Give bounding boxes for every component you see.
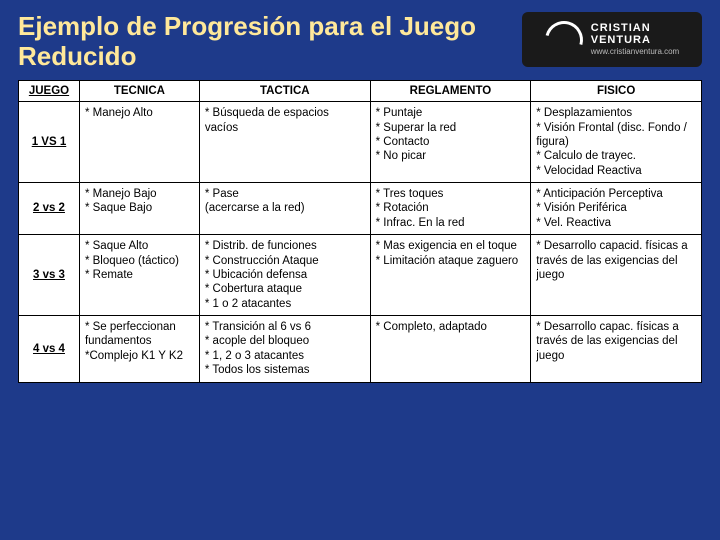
- table-header-row: JUEGO TECNICA TACTICA REGLAMENTO FISICO: [19, 80, 702, 101]
- cell-tecnica: * Manejo Alto: [79, 102, 199, 183]
- table-row: 2 vs 2 * Manejo Bajo * Saque Bajo * Pase…: [19, 183, 702, 235]
- col-juego: JUEGO: [19, 80, 80, 101]
- progression-table: JUEGO TECNICA TACTICA REGLAMENTO FISICO …: [18, 80, 702, 383]
- cell-reglamento: * Tres toques * Rotación * Infrac. En la…: [370, 183, 531, 235]
- cell-tactica: * Distrib. de funciones * Construcción A…: [199, 235, 370, 316]
- row-label: 3 vs 3: [19, 235, 80, 316]
- cell-tactica: * Transición al 6 vs 6 * acople del bloq…: [199, 316, 370, 383]
- cell-fisico: * Anticipación Perceptiva * Visión Perif…: [531, 183, 702, 235]
- table-row: 1 VS 1 * Manejo Alto * Búsqueda de espac…: [19, 102, 702, 183]
- logo: CRISTIAN VENTURA www.cristianventura.com: [522, 12, 702, 67]
- cell-tactica: * Búsqueda de espacios vacíos: [199, 102, 370, 183]
- cell-fisico: * Desarrollo capacid. físicas a través d…: [531, 235, 702, 316]
- cell-reglamento: * Completo, adaptado: [370, 316, 531, 383]
- cell-tecnica: * Se perfeccionan fundamentos *Complejo …: [79, 316, 199, 383]
- cell-reglamento: * Puntaje * Superar la red * Contacto * …: [370, 102, 531, 183]
- table-row: 4 vs 4 * Se perfeccionan fundamentos *Co…: [19, 316, 702, 383]
- slide: Ejemplo de Progresión para el Juego Redu…: [0, 0, 720, 540]
- row-label: 2 vs 2: [19, 183, 80, 235]
- cell-fisico: * Desplazamientos * Visión Frontal (disc…: [531, 102, 702, 183]
- header: Ejemplo de Progresión para el Juego Redu…: [18, 12, 702, 72]
- table-body: 1 VS 1 * Manejo Alto * Búsqueda de espac…: [19, 102, 702, 382]
- cell-fisico: * Desarrollo capac. físicas a través de …: [531, 316, 702, 383]
- col-fisico: FISICO: [531, 80, 702, 101]
- cell-tecnica: * Manejo Bajo * Saque Bajo: [79, 183, 199, 235]
- cell-tecnica: * Saque Alto * Bloqueo (táctico) * Remat…: [79, 235, 199, 316]
- logo-swirl-icon: [538, 14, 590, 66]
- cell-reglamento: * Mas exigencia en el toque * Limitación…: [370, 235, 531, 316]
- col-tecnica: TECNICA: [79, 80, 199, 101]
- col-reglamento: REGLAMENTO: [370, 80, 531, 101]
- page-title: Ejemplo de Progresión para el Juego Redu…: [18, 12, 508, 72]
- row-label: 1 VS 1: [19, 102, 80, 183]
- cell-tactica: * Pase (acercarse a la red): [199, 183, 370, 235]
- col-tactica: TACTICA: [199, 80, 370, 101]
- table-row: 3 vs 3 * Saque Alto * Bloqueo (táctico) …: [19, 235, 702, 316]
- logo-text: CRISTIAN VENTURA www.cristianventura.com: [591, 22, 679, 57]
- row-label: 4 vs 4: [19, 316, 80, 383]
